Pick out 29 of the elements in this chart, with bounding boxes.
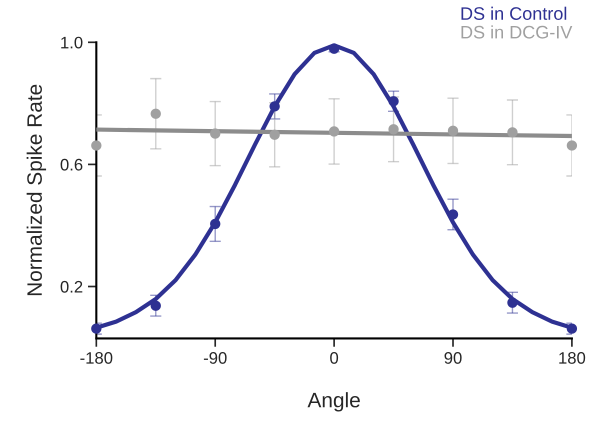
point xyxy=(388,124,399,134)
x-tick-label: 0 xyxy=(330,352,338,364)
text: DS in Control xyxy=(462,6,566,20)
point xyxy=(566,323,578,334)
x-tick-label: 180 xyxy=(559,352,586,364)
point xyxy=(91,140,102,151)
point xyxy=(91,323,102,334)
y-tick-label: 0.6 xyxy=(60,158,82,171)
x-axis-title: Angle xyxy=(308,392,360,412)
point xyxy=(448,126,458,136)
point xyxy=(507,298,518,308)
x-tick-label: -90 xyxy=(204,352,227,364)
y-axis-title: Normalized Spike Rate xyxy=(26,84,46,296)
point xyxy=(210,218,220,230)
point xyxy=(507,127,518,138)
y-tick-label: 0.2 xyxy=(60,280,82,293)
point xyxy=(270,130,280,140)
point xyxy=(566,140,578,151)
text: DS in DCG-IV xyxy=(462,25,572,39)
x-tick-label: -180 xyxy=(80,352,112,364)
x-tick-label: 90 xyxy=(444,352,462,364)
point xyxy=(328,126,340,137)
point xyxy=(448,209,458,220)
point xyxy=(150,108,161,119)
point xyxy=(150,300,161,311)
y-tick-label: 1.0 xyxy=(61,36,82,49)
point xyxy=(388,96,399,106)
point xyxy=(210,128,220,139)
point xyxy=(270,101,280,112)
